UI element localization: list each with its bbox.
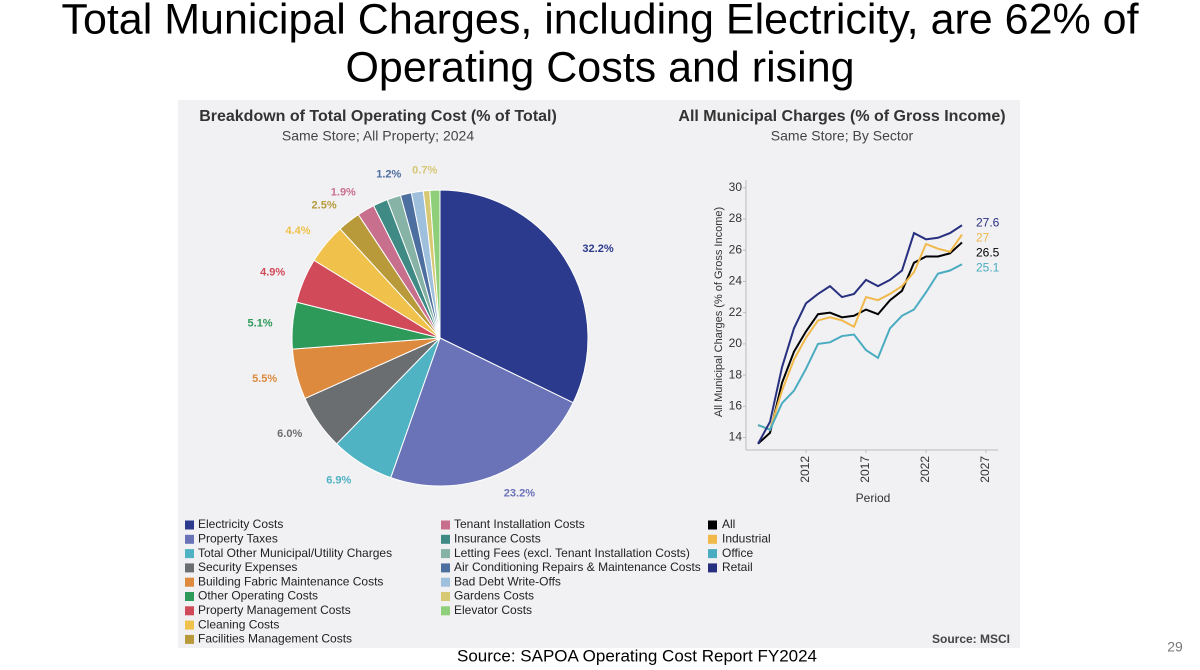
legend-label: Property Management Costs (198, 603, 351, 617)
legend-swatch (708, 563, 717, 573)
slice-label: 32.2% (582, 243, 613, 255)
x-axis-title: Period (856, 491, 891, 505)
legend-swatch (185, 606, 194, 616)
x-tick-label: 2017 (858, 456, 872, 483)
y-tick-label: 30 (729, 180, 743, 194)
legend-label: Security Expenses (198, 560, 297, 574)
legend-label: Facilities Management Costs (198, 632, 352, 646)
legend-swatch (185, 563, 194, 573)
slice-label: 5.1% (248, 318, 273, 330)
slice-label: 1.2% (376, 168, 401, 180)
end-label: 27 (976, 230, 990, 244)
legend-swatch (185, 634, 194, 644)
legend-swatch (708, 520, 717, 530)
legend-swatch (441, 563, 450, 573)
legend-swatch (185, 549, 194, 559)
y-tick-label: 22 (729, 305, 743, 319)
slide-title: Operating Costs and rising (345, 43, 854, 91)
slice-label: 4.9% (260, 267, 285, 279)
legend-swatch (185, 534, 194, 544)
y-tick-label: 20 (729, 336, 743, 350)
legend-swatch (441, 592, 450, 601)
line-title: All Municipal Charges (% of Gross Income… (678, 108, 1005, 125)
legend-label: Other Operating Costs (198, 589, 318, 603)
legend-swatch (185, 592, 194, 601)
legend-swatch (185, 577, 194, 587)
legend-label: Bad Debt Write-Offs (454, 574, 561, 588)
legend-swatch (441, 520, 450, 530)
end-label: 27.6 (976, 215, 1000, 229)
x-tick-label: 2027 (978, 456, 992, 483)
legend-label: Letting Fees (excl. Tenant Installation … (454, 546, 690, 560)
legend-swatch (441, 549, 450, 559)
chart-source: Source: MSCI (932, 632, 1010, 646)
x-tick-label: 2012 (798, 456, 812, 483)
legend-label: Total Other Municipal/Utility Charges (198, 546, 392, 560)
slice-label: 4.4% (285, 225, 310, 237)
pie-title: Breakdown of Total Operating Cost (% of … (199, 108, 557, 125)
x-tick-label: 2022 (918, 456, 932, 483)
y-tick-label: 16 (729, 398, 743, 412)
line-subtitle: Same Store; By Sector (771, 128, 914, 144)
slice-label: 6.9% (326, 475, 351, 487)
slice-label: 5.5% (252, 373, 277, 385)
legend-label: Tenant Installation Costs (454, 517, 585, 531)
page-number: 29 (1167, 639, 1183, 655)
end-label: 26.5 (976, 245, 1000, 259)
y-tick-label: 18 (729, 367, 743, 381)
y-axis-title: All Municipal Charges (% of Gross Income… (713, 207, 725, 417)
slice-label: 0.7% (412, 165, 437, 177)
series-line (757, 224, 963, 445)
y-tick-label: 24 (729, 274, 743, 288)
pie-subtitle: Same Store; All Property; 2024 (282, 128, 474, 144)
slide-title: Total Municipal Charges, including Elect… (61, 0, 1139, 43)
legend-label: Property Taxes (198, 531, 278, 545)
y-tick-label: 26 (729, 242, 743, 256)
slice-label: 6.0% (277, 428, 302, 440)
pie-slice (429, 189, 441, 339)
series-line (757, 263, 963, 431)
legend-swatch (185, 620, 194, 630)
legend-label: Electricity Costs (198, 517, 283, 531)
legend-swatch (441, 577, 450, 587)
y-tick-label: 28 (729, 211, 743, 225)
legend-label: Cleaning Costs (198, 617, 279, 631)
legend-label: Building Fabric Maintenance Costs (198, 574, 383, 588)
legend-label: Industrial (722, 531, 771, 545)
legend-swatch (708, 549, 717, 559)
legend-swatch (185, 520, 194, 530)
legend-label: All (722, 517, 735, 531)
legend-label: Office (722, 546, 753, 560)
slice-label: 1.9% (331, 187, 356, 199)
slice-label: 2.5% (312, 199, 337, 211)
legend-label: Gardens Costs (454, 589, 534, 603)
legend-swatch (708, 534, 717, 544)
legend-swatch (441, 534, 450, 544)
end-label: 25.1 (976, 260, 1000, 274)
y-tick-label: 14 (729, 430, 743, 444)
legend-swatch (441, 606, 450, 616)
pie-slice (390, 337, 574, 487)
source-note: Source: SAPOA Operating Cost Report FY20… (457, 646, 817, 665)
pie-slice (439, 189, 589, 404)
legend-label: Retail (722, 560, 753, 574)
series-line (757, 234, 963, 432)
legend-label: Insurance Costs (454, 531, 541, 545)
legend-label: Elevator Costs (454, 603, 532, 617)
legend-label: Air Conditioning Repairs & Maintenance C… (454, 560, 701, 574)
slice-label: 23.2% (504, 487, 535, 499)
